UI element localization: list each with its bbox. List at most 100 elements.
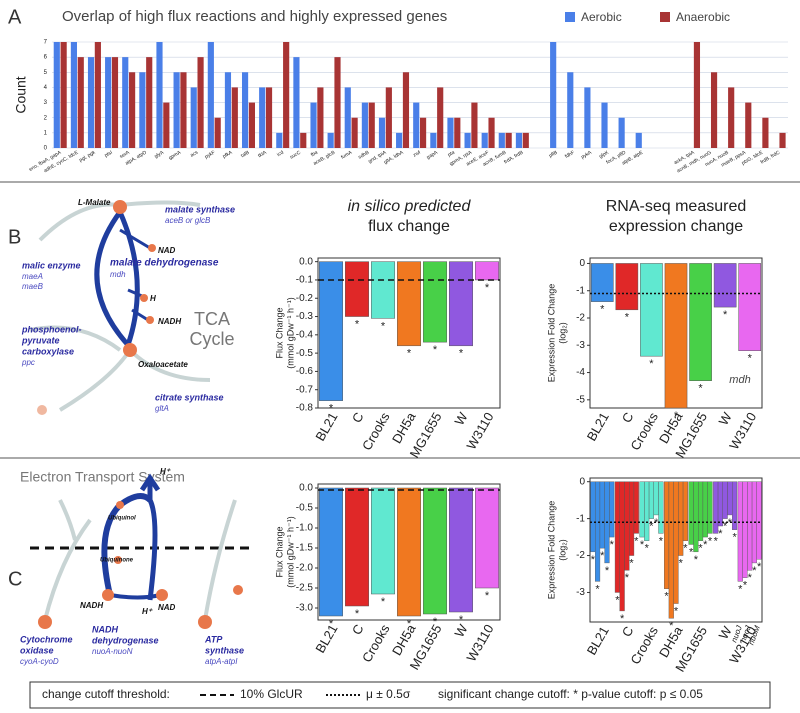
bar bbox=[146, 57, 153, 149]
y-tick-label: -1.0 bbox=[296, 523, 314, 534]
bar bbox=[94, 42, 101, 148]
bar bbox=[423, 487, 447, 615]
diagram-label: maeB bbox=[22, 282, 44, 291]
bar bbox=[614, 481, 620, 593]
significance-mark: * bbox=[694, 554, 699, 566]
significance-mark: * bbox=[679, 557, 684, 569]
significance-mark: * bbox=[698, 383, 703, 395]
bar bbox=[464, 132, 471, 148]
y-axis-label: (mmol gDw⁻¹ h⁻¹) bbox=[285, 297, 295, 369]
y-tick-label: -1.5 bbox=[296, 543, 314, 554]
bar bbox=[653, 481, 659, 516]
metabolite bbox=[116, 501, 124, 509]
diagram-label: NADH bbox=[92, 624, 118, 634]
bar bbox=[319, 487, 343, 617]
bar bbox=[689, 263, 712, 381]
significance-mark: * bbox=[407, 348, 412, 360]
y-axis-label: (log₂) bbox=[557, 539, 567, 561]
x-tick-label: frdB, frdC bbox=[760, 149, 782, 165]
diagram-label: aceB or glcB bbox=[165, 216, 211, 225]
metabolite bbox=[233, 585, 243, 595]
bar bbox=[345, 261, 369, 317]
bar bbox=[471, 102, 478, 148]
bar bbox=[615, 263, 639, 311]
significance-mark: * bbox=[664, 591, 669, 603]
y-tick-label: 0 bbox=[44, 146, 48, 152]
significance-mark: * bbox=[674, 605, 679, 617]
x-tick-label: fba bbox=[310, 150, 319, 159]
x-tick-label: W bbox=[716, 409, 735, 428]
significance-mark: * bbox=[355, 318, 360, 330]
bar bbox=[396, 132, 403, 148]
diagram-label: Cycle bbox=[189, 329, 234, 349]
bar bbox=[351, 117, 358, 148]
diagram-label: gltA bbox=[155, 404, 169, 413]
bar bbox=[722, 481, 728, 519]
bar bbox=[139, 72, 146, 148]
x-tick-label: zwf bbox=[412, 149, 422, 158]
bar bbox=[702, 481, 708, 538]
bar bbox=[732, 481, 738, 530]
bar bbox=[738, 263, 762, 351]
diagram-label: L-Malate bbox=[78, 198, 111, 207]
plot-frame bbox=[317, 257, 501, 409]
bar bbox=[633, 481, 639, 534]
bar bbox=[105, 57, 112, 149]
y-tick-label: -0.7 bbox=[296, 384, 314, 395]
y-tick-label: -0.3 bbox=[296, 311, 314, 322]
x-tick-label: pgl, pgk bbox=[78, 149, 97, 163]
tca-diagram bbox=[29, 200, 211, 415]
bar bbox=[248, 102, 255, 148]
chart-title: in silico predicted bbox=[348, 198, 472, 215]
significance-mark: * bbox=[381, 320, 386, 332]
bar bbox=[60, 42, 67, 148]
y-tick-label: -0.5 bbox=[296, 503, 314, 514]
diagram-label: mdh bbox=[110, 270, 126, 279]
chart-title: expression change bbox=[609, 218, 743, 235]
y-tick-label: -4 bbox=[576, 367, 585, 378]
diagram-title: Electron Transport System bbox=[20, 469, 185, 485]
x-tick-label: frdA, frdB bbox=[503, 149, 525, 165]
significance-mark: * bbox=[757, 561, 762, 573]
y-tick-label: 0 bbox=[579, 258, 585, 269]
bar bbox=[259, 87, 266, 148]
diagram-label: malic enzyme bbox=[22, 260, 81, 270]
x-tick-label: BL21 bbox=[312, 410, 340, 444]
bar bbox=[310, 102, 317, 148]
metabolite bbox=[148, 244, 156, 252]
chart-title: Overlap of high flux reactions and highl… bbox=[62, 8, 447, 25]
legend-label: Aerobic bbox=[581, 10, 622, 24]
significance-mark: * bbox=[723, 309, 728, 321]
bar bbox=[197, 57, 204, 149]
legend-text: change cutoff threshold: bbox=[42, 687, 170, 701]
significance-mark: * bbox=[669, 620, 674, 632]
bar bbox=[430, 132, 437, 148]
significance-mark: * bbox=[634, 535, 639, 547]
bar bbox=[745, 102, 752, 148]
diagram-label: oxidase bbox=[20, 645, 54, 655]
significance-mark: * bbox=[433, 616, 438, 628]
significance-mark: * bbox=[615, 594, 620, 606]
x-tick-label: acs bbox=[189, 149, 199, 158]
arrow bbox=[139, 473, 161, 601]
diagram-label: NADH bbox=[80, 601, 103, 610]
bar bbox=[599, 481, 605, 549]
significance-mark: * bbox=[600, 304, 605, 316]
y-tick-label: 0 bbox=[579, 476, 585, 487]
diagram-label: phosphoenol- bbox=[21, 324, 82, 334]
significance-mark: * bbox=[645, 543, 650, 555]
x-tick-label: glyA bbox=[153, 149, 165, 159]
legend-text: 10% GlcUR bbox=[240, 687, 303, 701]
bar bbox=[371, 261, 395, 319]
diagram-label: H⁺ bbox=[160, 467, 171, 476]
bar bbox=[385, 87, 392, 148]
diagram-label: malate synthase bbox=[165, 204, 235, 214]
bar bbox=[481, 132, 488, 148]
significance-mark: * bbox=[591, 554, 596, 566]
bar bbox=[584, 87, 591, 148]
bar bbox=[283, 42, 290, 148]
diagram-label: synthase bbox=[205, 645, 244, 655]
bar bbox=[515, 132, 523, 148]
significance-mark: * bbox=[708, 535, 713, 547]
y-axis-label: Flux Change bbox=[274, 526, 284, 577]
